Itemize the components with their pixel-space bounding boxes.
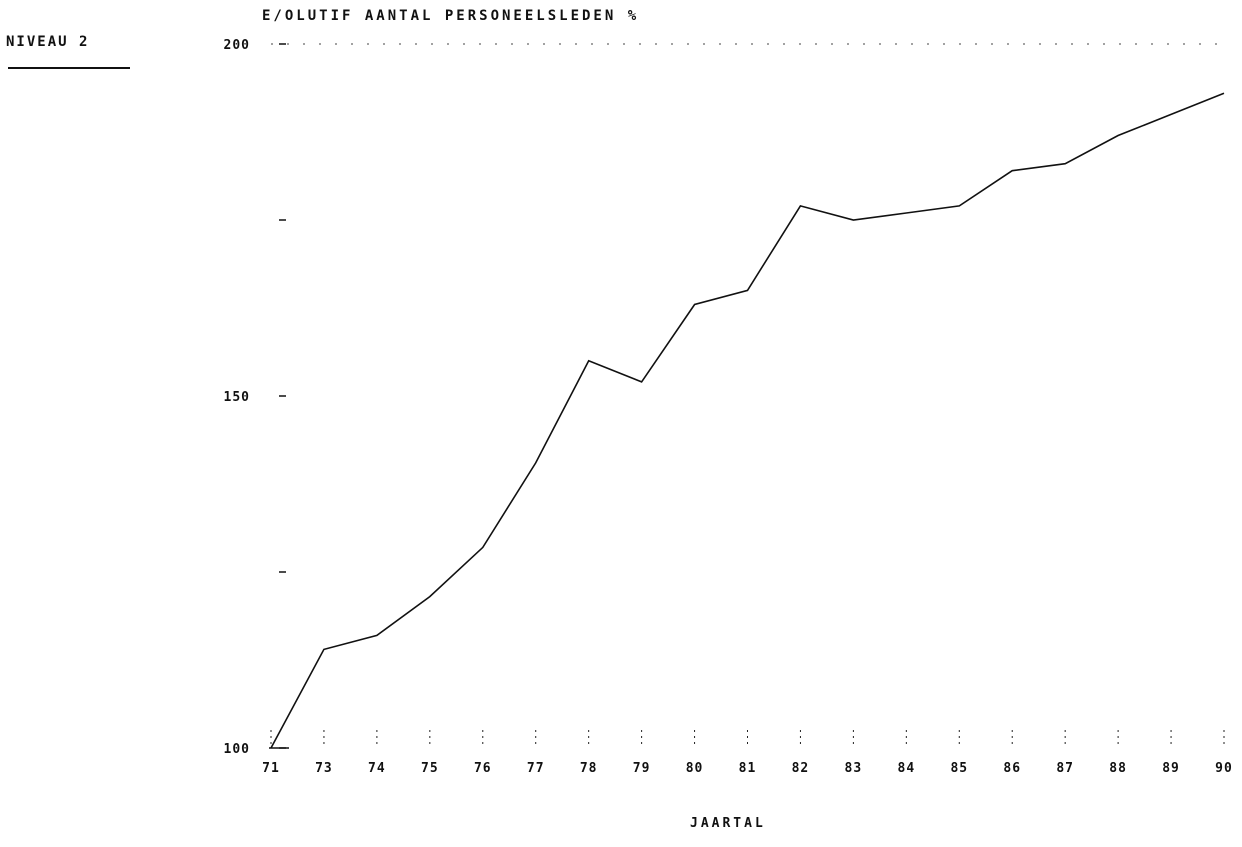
chart-title: E/OLUTIF AANTAL PERSONEELSLEDEN % bbox=[262, 8, 640, 24]
x-tick-label: 87 bbox=[1056, 761, 1074, 776]
x-tick-label: 85 bbox=[950, 761, 968, 776]
chart-subtitle: NIVEAU 2 bbox=[6, 34, 90, 50]
x-tick-label: 77 bbox=[527, 761, 545, 776]
series-line bbox=[270, 92, 1225, 749]
x-tick-label: 80 bbox=[686, 761, 704, 776]
x-tick-label: 79 bbox=[633, 761, 651, 776]
x-tick-label: 86 bbox=[1003, 761, 1021, 776]
y-tick-label: 100 bbox=[224, 742, 250, 757]
x-tick-label: 83 bbox=[845, 761, 863, 776]
y-tick-label: 200 bbox=[224, 38, 250, 53]
x-tick-label: 76 bbox=[474, 761, 492, 776]
x-tick-label: 73 bbox=[315, 761, 333, 776]
x-tick-label: 75 bbox=[421, 761, 439, 776]
x-tick-label: 81 bbox=[739, 761, 757, 776]
x-tick-label: 78 bbox=[580, 761, 598, 776]
x-tick-label: 88 bbox=[1109, 761, 1127, 776]
x-tick-label: 71 bbox=[262, 761, 280, 776]
x-tick-label: 82 bbox=[792, 761, 810, 776]
x-tick-label: 84 bbox=[898, 761, 916, 776]
x-axis-label: JAARTAL bbox=[690, 816, 766, 831]
subtitle-underline bbox=[8, 67, 130, 69]
x-tick-label: 90 bbox=[1215, 761, 1233, 776]
x-tick-label: 74 bbox=[368, 761, 386, 776]
y-tick-label: 150 bbox=[224, 390, 250, 405]
x-tick-label: 89 bbox=[1162, 761, 1180, 776]
